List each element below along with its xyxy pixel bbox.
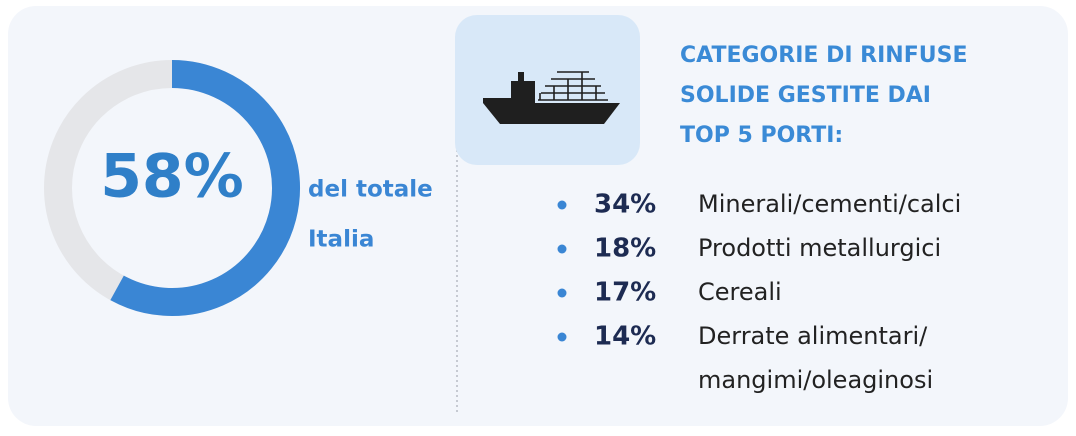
gauge-caption: del totale: [308, 177, 433, 203]
item-text: Derrate alimentari/: [698, 322, 928, 350]
item-percent: 18%: [594, 234, 656, 264]
item-text: mangimi/oleaginosi: [698, 366, 933, 394]
item-text: Prodotti metallurgici: [698, 234, 941, 262]
bullet: [557, 288, 567, 298]
title-line: CATEGORIE DI RINFUSE: [680, 43, 967, 68]
item-percent: 17%: [594, 278, 656, 308]
gauge-label: 58%: [100, 142, 244, 212]
gauge-arc: [110, 60, 300, 316]
icon-box: [455, 15, 640, 165]
ship-icon: [483, 71, 620, 124]
gauge: [110, 60, 300, 316]
list-title: CATEGORIE DI RINFUSE SOLIDE GESTITE DAI TO…: [680, 43, 967, 148]
item-percent: 34%: [594, 190, 656, 220]
list: 34% Minerali/cementi/calci 18% Prodotti met…: [557, 190, 961, 394]
gauge-caption: Italia: [308, 227, 374, 253]
bullet: [557, 244, 567, 254]
item-text: Minerali/cementi/calci: [698, 190, 961, 218]
item-text: Cereali: [698, 278, 782, 306]
item-percent: 14%: [594, 322, 656, 352]
title-line: TOP 5 PORTI:: [680, 123, 843, 148]
bullet: [557, 332, 567, 342]
bullet: [557, 200, 567, 210]
title-line: SOLIDE GESTITE DAI: [680, 83, 931, 108]
